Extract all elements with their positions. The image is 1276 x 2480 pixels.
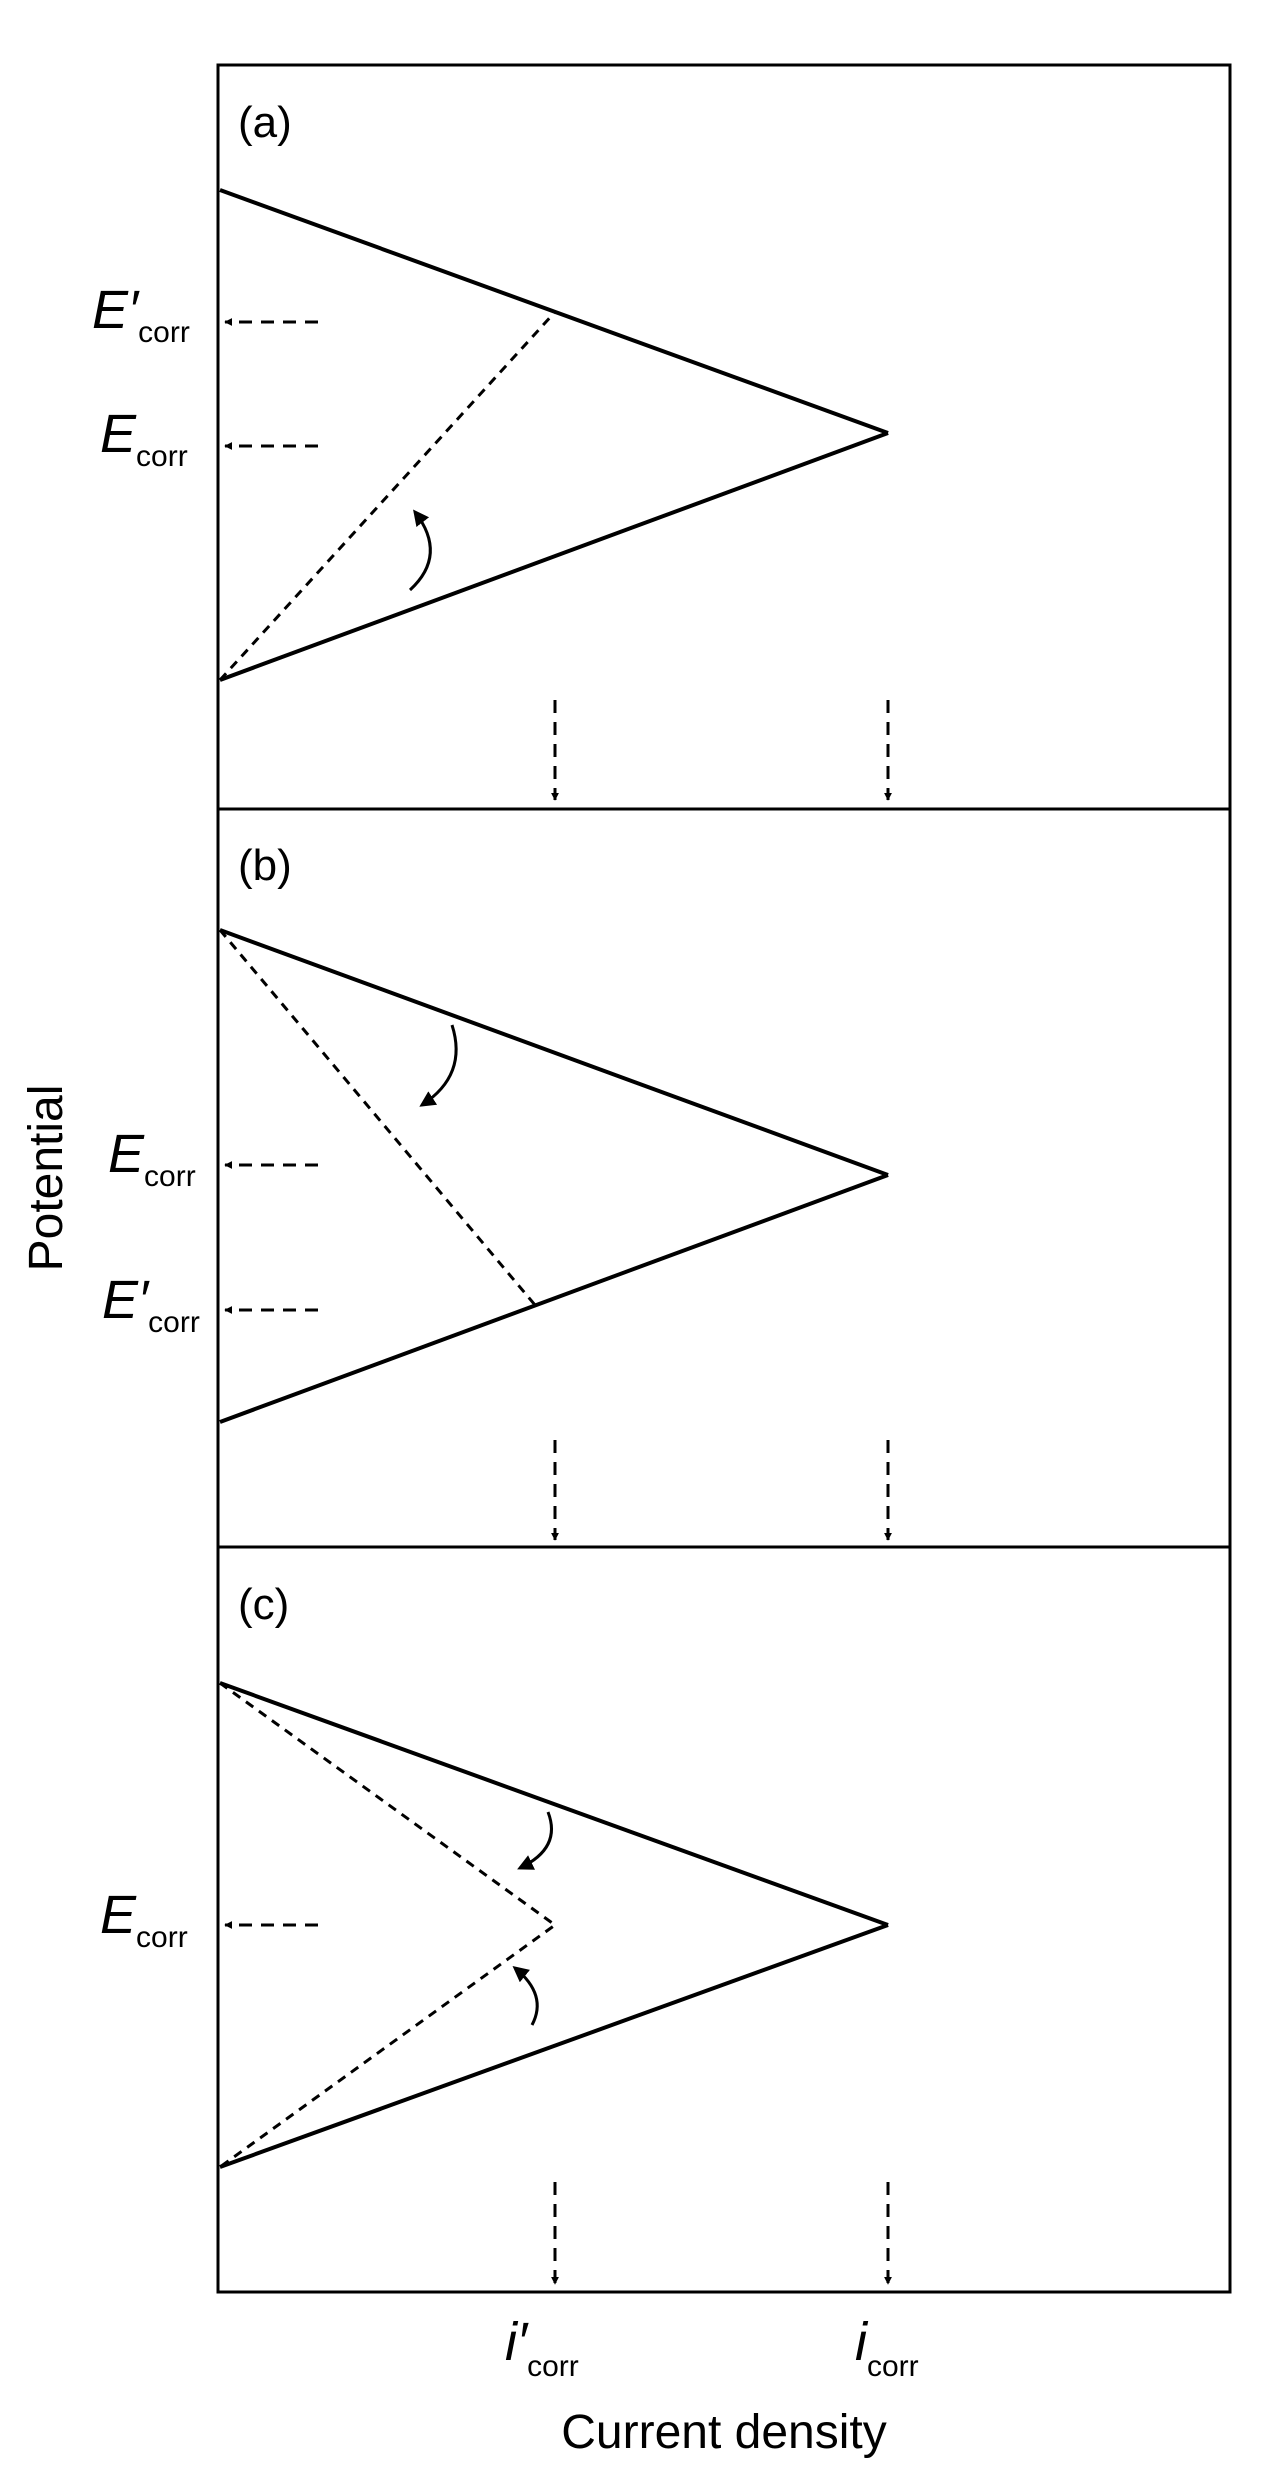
anodic-line <box>219 1923 889 2169</box>
panel-a: (a) E′corr Ecorr <box>92 63 1232 811</box>
shifted-cathodic-line <box>218 929 537 1306</box>
rotation-arrow <box>408 509 432 592</box>
e-corr-label: Ecorr <box>100 404 188 473</box>
panel-b: (b) Ecorr E′corr <box>102 807 1232 1549</box>
i-prime-corr-label: i′corr <box>505 2312 579 2383</box>
cathodic-rotation-arrow <box>517 1811 553 1870</box>
i-corr-label: icorr <box>855 2312 919 2383</box>
e-corr-label: Ecorr <box>100 1885 188 1954</box>
e-prime-corr-label: E′corr <box>92 280 190 349</box>
panel-a-label: (a) <box>238 98 292 147</box>
shifted-lines <box>219 1681 558 2169</box>
panel-c: (c) Ecorr <box>100 1545 1232 2294</box>
cathodic-line <box>219 928 889 1177</box>
cathodic-line <box>219 1681 889 1927</box>
panel-b-frame <box>216 807 1232 1549</box>
y-axis-title: Potential <box>20 1085 73 1272</box>
shifted-anodic-line <box>218 310 557 682</box>
e-corr-label: Ecorr <box>108 1124 196 1193</box>
anodic-line <box>219 1173 889 1424</box>
anodic-line <box>219 431 889 682</box>
panel-a-frame <box>216 63 1232 811</box>
x-axis-title: Current density <box>561 2406 886 2459</box>
panel-c-frame <box>216 1545 1232 2294</box>
anodic-rotation-arrow <box>512 1965 539 2026</box>
panel-b-label: (b) <box>238 841 292 890</box>
panel-c-label: (c) <box>238 1580 289 1629</box>
rotation-arrow <box>419 1024 458 1107</box>
e-prime-corr-label: E′corr <box>102 1270 200 1339</box>
